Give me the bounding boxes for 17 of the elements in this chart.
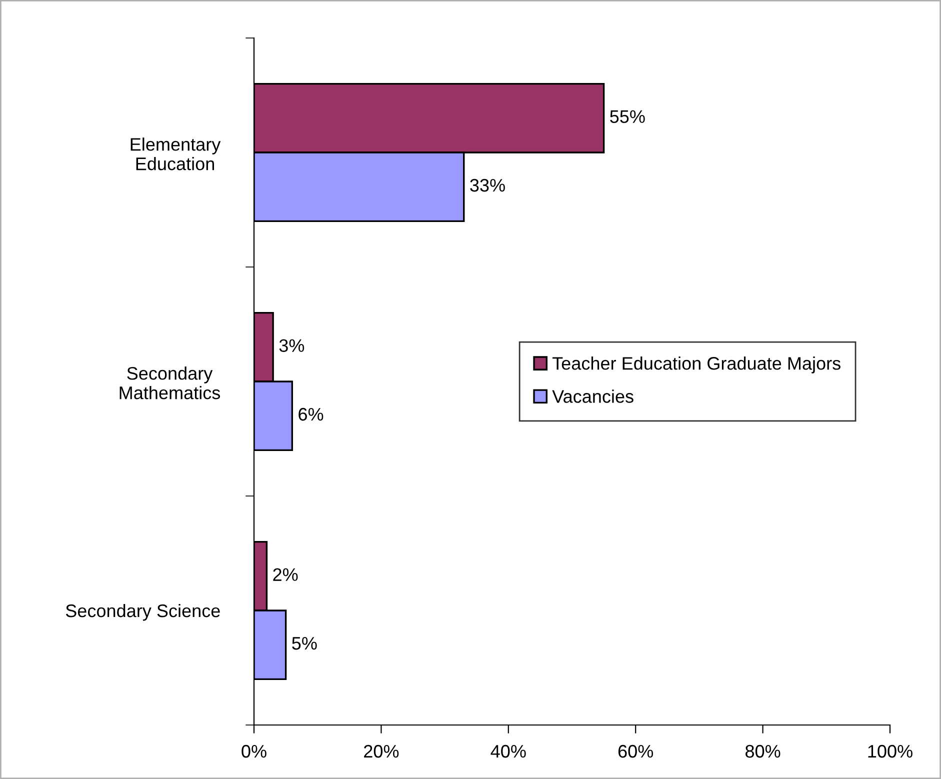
x-tick-label: 100% [868,744,912,758]
data-label: 3% [279,339,304,352]
legend-label: Teacher Education Graduate Majors [552,356,840,374]
y-tick-label: Secondary Science [66,604,220,621]
data-label: 5% [292,636,317,650]
data-label: 2% [273,568,298,581]
x-tick-label: 0% [242,744,266,758]
x-tick-label: 80% [746,744,780,758]
data-label: 6% [298,408,324,421]
y-tick-label: Elementary Education [130,138,221,170]
data-label: 55% [610,110,645,123]
y-tick-label: Secondary Mathematics [120,366,220,400]
data-label: 33% [470,178,505,192]
x-tick-label: 40% [490,744,526,758]
legend-label: Vacancies [552,390,634,403]
x-tick-label: 20% [364,744,399,758]
x-tick-label: 60% [618,744,654,758]
